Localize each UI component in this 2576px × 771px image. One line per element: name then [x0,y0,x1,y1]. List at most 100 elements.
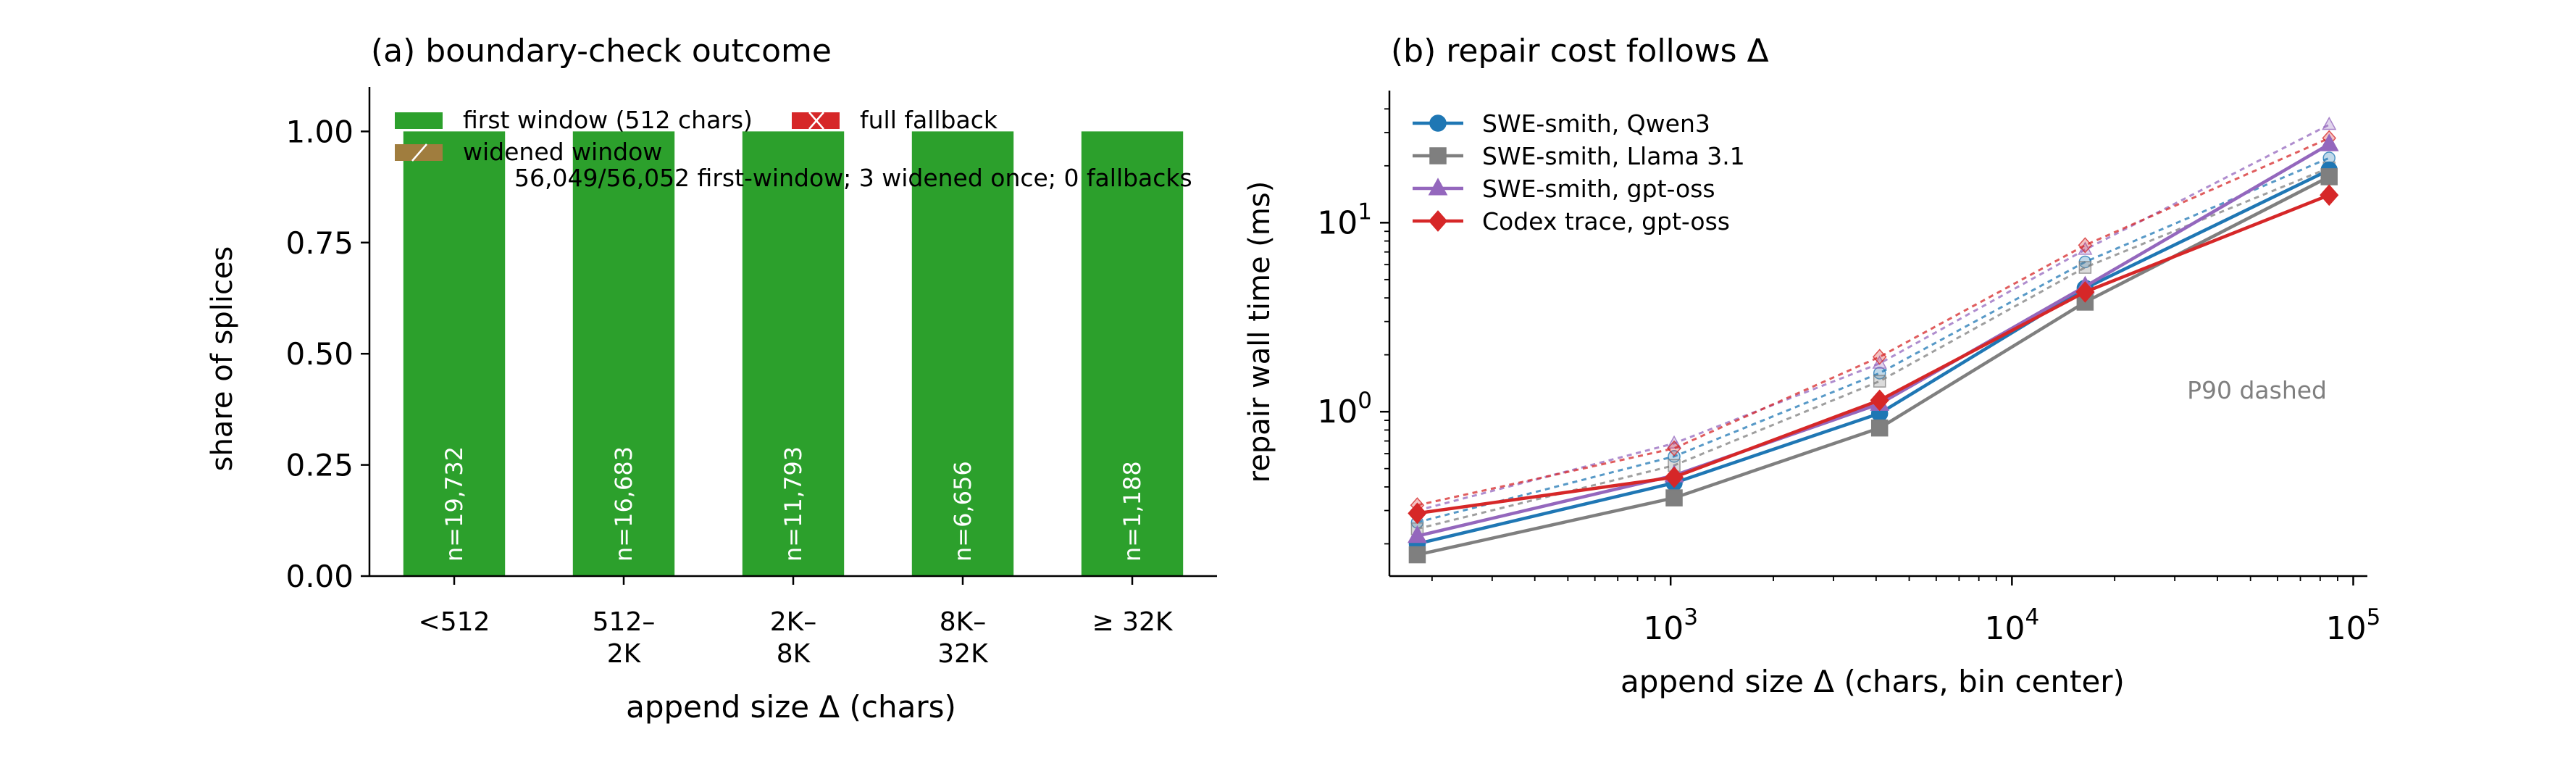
panel-b-annotation: P90 dashed [2187,376,2327,404]
legend-label: widened window [463,138,662,166]
x-tick-label-line: 2K [607,639,642,669]
median-point [1408,525,1427,543]
y-tick-label: 0.25 [285,448,354,483]
bar-count-label: n=11,793 [779,446,807,562]
p90-point [1873,367,1886,380]
tick-base: 10 [1984,610,2025,647]
p90-point [2078,261,2092,274]
x-tick-label: 512– 2K [593,607,656,669]
bar-0-3 [911,131,1014,576]
bar-0-0 [403,131,506,576]
legend-swatch [395,112,443,129]
panel-a-x-axis-label: append size Δ (chars) [626,689,956,725]
median-point [2320,168,2338,186]
legend-hatch [411,143,427,162]
tick-exponent: 1 [1358,199,1372,225]
panel-b-legend: SWE-smith, Qwen3 SWE-smith, Llama 3.1 SWE-… [1413,109,1745,236]
median-point [1408,502,1427,525]
median-line-3 [1417,193,2330,515]
p90-point [1872,349,1887,365]
y-tick-label: 0.50 [285,336,354,372]
median-point [1664,466,1684,488]
legend-label: first window (512 chars) [463,106,753,134]
panel-a-y-axis-label: share of splices [206,246,239,472]
legend-hatch [808,112,824,130]
median-point [2320,184,2339,207]
x-tick-label-line: 512– [593,607,656,637]
tick-base: 10 [1317,204,1358,241]
x-tick-label: 8K– 32K [937,607,989,669]
y-tick-label: 0.75 [285,225,354,261]
p90-point [1667,440,1681,457]
legend-label: full fallback [860,106,998,134]
bar-count-label: n=16,683 [610,446,637,562]
tick-base: 10 [1317,393,1358,430]
panel-a-boundary-check: (a) boundary-check outcome n=19,732 n=16,… [206,33,1217,725]
panel-a-bars [403,131,1184,576]
bar-0-4 [1081,131,1184,576]
median-point [1870,419,1889,437]
panel-a-title: (a) boundary-check outcome [371,33,832,70]
panel-b-series [1408,116,2339,564]
panel-b-x-axis-label: append size Δ (chars, bin center) [1621,664,2125,699]
p90-point [1872,355,1887,369]
median-line-2 [1416,143,2330,538]
p90-point [2322,116,2337,130]
y-tick-label: 1.00 [285,114,354,149]
y-tick-label: 100 [1317,388,1372,430]
x-tick-label-line: 32K [937,639,989,669]
bar-count-label: n=19,732 [440,446,468,562]
legend-label: SWE-smith, gpt-oss [1482,175,1715,203]
p90-point [1873,375,1886,388]
median-point [2319,133,2339,151]
panel-b-axes [1388,91,2367,578]
x-tick-label: 104 [1984,604,2039,647]
legend-marker [1428,210,1448,232]
tick-base: 10 [2326,610,2367,647]
p90-line-3 [1417,137,2330,507]
bar-count-label: n=1,188 [1118,461,1146,562]
median-point [1870,389,1889,412]
bar-0-2 [742,131,845,576]
tick-exponent: 4 [2025,604,2039,630]
legend-label: SWE-smith, Llama 3.1 [1482,142,1745,170]
x-tick-label-line: 8K [777,639,811,669]
panel-a-annotation: 56,049/56,052 first-window; 3 widened on… [514,164,1192,192]
panel-b-title: (b) repair cost follows Δ [1391,33,1769,70]
panel-a-y-ticks: 0.00 0.25 0.50 0.75 1.00 [285,114,369,594]
panel-a-bar-labels: n=19,732 n=16,683 n=11,793 n=6,656 n=1,188 [440,446,1146,562]
y-tick-label: 0.00 [285,559,354,594]
bar-count-label: n=6,656 [949,461,977,562]
x-tick-label-line: ≥ 32K [1092,607,1173,637]
x-tick-label: 2K– 8K [770,607,817,669]
x-tick-label-line: 8K– [940,607,987,637]
legend-marker [1428,178,1448,196]
tick-exponent: 3 [1684,604,1698,630]
panel-a-legend: first window (512 chars) full fallback wid… [395,106,998,166]
tick-exponent: 0 [1358,388,1372,414]
legend-marker [1429,147,1447,164]
legend-marker [1429,114,1447,132]
bar-0-1 [572,131,675,576]
p90-point [2078,237,2093,254]
median-point [1408,546,1426,564]
y-tick-label: 101 [1317,199,1372,241]
legend-label: Codex trace, gpt-oss [1482,207,1730,236]
tick-exponent: 5 [2367,604,2381,630]
x-tick-label: 105 [2326,604,2381,647]
x-tick-label: <512 [419,607,490,637]
x-tick-label: ≥ 32K [1092,607,1173,637]
panel-a-x-ticks: <512 512– 2K 2K– 8K 8K– 32K ≥ 32K [419,576,1174,669]
median-point [1665,489,1683,507]
tick-base: 10 [1643,610,1684,647]
x-tick-label-line: <512 [419,607,490,637]
x-tick-label-line: 2K– [770,607,817,637]
p90-line-2 [1417,123,2330,512]
panel-b-repair-cost: (b) repair cost follows Δ 103 104 10510010… [1243,33,2380,699]
panel-b-y-axis-label: repair wall time (ms) [1243,181,1276,483]
legend-label: SWE-smith, Qwen3 [1482,109,1710,138]
median-point [2075,281,2095,303]
x-tick-label: 103 [1643,604,1698,647]
